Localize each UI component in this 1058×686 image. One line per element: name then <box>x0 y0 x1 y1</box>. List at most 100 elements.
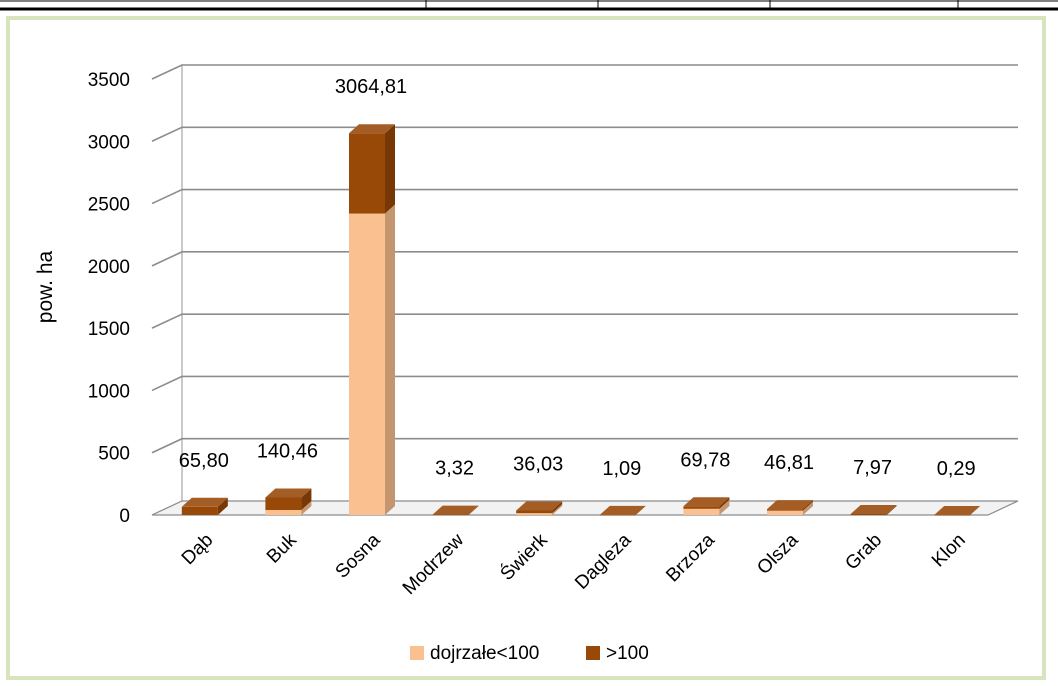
bar-front <box>349 213 385 515</box>
bar-top <box>850 505 897 515</box>
gridline <box>151 64 1018 80</box>
gridline <box>151 313 1018 329</box>
y-tick-label: 2000 <box>88 257 130 278</box>
y-tick-label: 1000 <box>88 381 130 402</box>
y-tick-label: 0 <box>119 506 130 527</box>
x-axis-categories: Dąb Buk Sosna Modrzew Świerk Dagleza Brzoza Ols… <box>178 529 970 599</box>
bar-front <box>265 497 302 511</box>
data-label: 7,97 <box>853 457 892 479</box>
y-tick-label: 2500 <box>88 195 130 216</box>
x-category-label: Świerk <box>496 529 552 585</box>
data-label: 1,09 <box>602 458 641 480</box>
x-category-label: Dagleza <box>571 529 635 593</box>
x-category-label: Modrzew <box>399 529 469 599</box>
bar-segment <box>683 497 730 509</box>
data-labels: 65,80 140,46 3064,81 3,32 36,03 1,09 69,78 46,8… <box>179 76 976 480</box>
bar-side <box>970 505 981 515</box>
bar-segment <box>349 124 395 214</box>
y-tick-label: 3500 <box>88 70 130 91</box>
legend: dojrzałe<100 >100 <box>410 643 649 664</box>
data-label: 65,80 <box>179 450 229 472</box>
x-category-label: Sosna <box>332 529 385 582</box>
bar-top <box>934 505 981 515</box>
bar-segment <box>349 204 395 515</box>
x-category-label: Buk <box>263 529 301 567</box>
y-axis-title: pow. ha <box>34 250 57 323</box>
bar-side <box>217 497 228 515</box>
legend-label: dojrzałe<100 <box>430 643 539 664</box>
bar-side <box>552 504 563 515</box>
bar-front <box>599 514 636 516</box>
y-tick-label: 500 <box>98 444 130 465</box>
data-label: 36,03 <box>513 454 563 476</box>
bar-segment <box>265 488 312 511</box>
gridline <box>151 126 1018 143</box>
bar-side <box>385 124 395 214</box>
data-label: 46,81 <box>764 452 814 474</box>
bar-top <box>599 505 646 515</box>
bar-front <box>934 514 971 516</box>
table-border-fragment <box>0 0 1058 11</box>
bar-top <box>767 500 813 510</box>
data-label: 3064,81 <box>335 76 407 98</box>
bar-top <box>516 501 563 511</box>
bar-top <box>432 505 479 515</box>
bar-side <box>301 501 312 515</box>
bar-top <box>349 124 395 134</box>
bar-segment <box>767 500 813 511</box>
bar-top <box>265 488 312 498</box>
data-label: 140,46 <box>257 441 318 463</box>
chart-area: 0 500 1000 1500 2000 2500 3000 3500 pow. ha 65,80… <box>6 16 1046 680</box>
bar-side <box>803 501 813 515</box>
y-tick-label: 3000 <box>88 132 130 153</box>
bar-side <box>719 499 730 515</box>
bar-front <box>850 514 887 515</box>
bar-front <box>516 513 553 515</box>
bar-side <box>385 204 395 515</box>
bar-side <box>635 505 646 515</box>
y-tick-label: 1500 <box>88 319 130 340</box>
bar-side <box>468 505 479 515</box>
bar-segment <box>432 505 479 516</box>
legend-swatch <box>410 646 424 660</box>
data-label: 69,78 <box>680 449 730 471</box>
bar-front <box>767 510 803 515</box>
bar-front <box>683 508 720 515</box>
bar-segment <box>934 505 981 516</box>
bar-segment <box>516 501 563 514</box>
bar-series-group <box>181 124 981 516</box>
legend-swatch <box>586 646 600 660</box>
data-label: 0,29 <box>937 458 976 480</box>
bar-side <box>301 488 312 511</box>
bar-front <box>265 510 302 515</box>
x-category-label: Brzoza <box>662 529 719 586</box>
bar-front <box>683 506 720 509</box>
bar-segment <box>599 505 646 516</box>
bar-front <box>432 514 469 516</box>
bar-front <box>349 133 385 214</box>
bar-side <box>803 500 813 511</box>
legend-label: >100 <box>606 643 649 664</box>
bar-front <box>181 506 218 515</box>
bar-segment <box>181 497 228 515</box>
y-axis-ticks: 0 500 1000 1500 2000 2500 3000 3500 <box>88 70 130 527</box>
gridline <box>151 251 1018 267</box>
bar-front <box>516 510 553 514</box>
chart-plot: 0 500 1000 1500 2000 2500 3000 3500 pow. ha 65,80… <box>34 64 1019 664</box>
gridline <box>151 375 1018 392</box>
x-category-label: Olsza <box>753 529 802 578</box>
bar-side <box>719 497 730 509</box>
bar-top <box>181 497 228 507</box>
x-category-label: Grab <box>841 530 886 575</box>
bar-side <box>886 505 897 515</box>
gridlines <box>151 64 1018 454</box>
x-category-label: Dąb <box>178 530 217 569</box>
bar-front <box>767 509 803 511</box>
x-category-label: Klon <box>928 530 970 572</box>
side-wall <box>151 64 183 516</box>
gridline <box>151 437 1018 454</box>
bar-side <box>552 501 563 514</box>
bar-segment <box>850 505 897 515</box>
data-label: 3,32 <box>435 458 474 480</box>
gridline <box>151 188 1018 205</box>
